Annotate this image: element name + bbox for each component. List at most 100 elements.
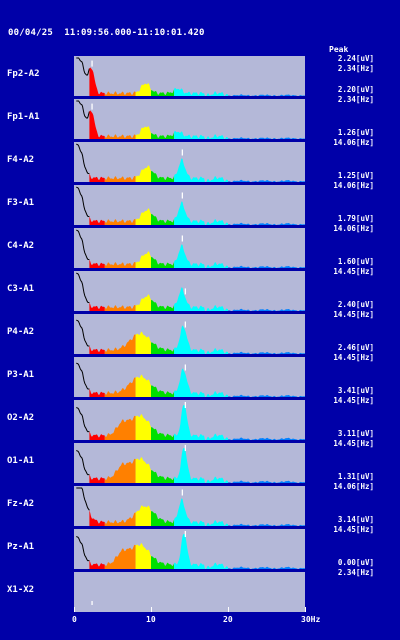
spectrum-band-fill (151, 132, 175, 139)
peak-frequency: 14.06[Hz] (333, 181, 374, 190)
spectrum-band-fill (228, 94, 305, 96)
spectrum-band-fill (228, 437, 305, 440)
spectrum-band-fill (228, 566, 305, 569)
axis-tick (228, 607, 229, 612)
peak-marker (184, 402, 186, 408)
spectrum-band-fill (151, 342, 175, 354)
peak-marker (184, 445, 186, 451)
spectrum-band-fill (151, 556, 175, 569)
peak-frequency: 14.45[Hz] (333, 353, 374, 362)
channel-row: F4-A2 1.26[uV] 14.06[Hz] (0, 128, 400, 182)
peak-frequency: 14.06[Hz] (333, 482, 374, 491)
spectrum-band-fill (104, 377, 136, 397)
spectrum-low-line (76, 143, 90, 175)
peak-frequency: 14.06[Hz] (333, 224, 374, 233)
spectrum-band-fill (89, 259, 105, 268)
frequency-axis (74, 607, 306, 615)
peak-amplitude: 1.26[uV] (337, 128, 374, 137)
spectrum-low-line (76, 272, 90, 304)
spectrum-band-fill (228, 265, 305, 268)
spectrum-plot (74, 142, 305, 182)
spectrum-band-fill (89, 110, 105, 139)
spectrum-band-fill (135, 457, 151, 483)
spectrum-band-fill (135, 374, 151, 397)
peak-amplitude: 0.00[uV] (337, 558, 374, 567)
spectrum-plot (74, 99, 305, 139)
peak-frequency: 2.34[Hz] (337, 64, 374, 73)
spectrum-plot (74, 486, 305, 526)
axis-tick-label: 20 (223, 615, 233, 624)
channel-label: Fz-A2 (7, 499, 35, 509)
spectrum-band-fill (104, 544, 136, 569)
channel-row: Fp2-A2 2.24[uV] 2.34[Hz] (0, 54, 400, 96)
peak-marker (184, 531, 186, 537)
spectrum-band-fill (228, 523, 305, 526)
spectrum-plot (74, 400, 305, 440)
channel-row: X1-X2 0.00[uV] 2.34[Hz] (0, 558, 400, 612)
spectrum-plot (74, 529, 305, 569)
spectrum-plot (74, 357, 305, 397)
spectrum-band-fill (135, 251, 151, 268)
axis-tick (74, 607, 75, 612)
channel-label: C3-A1 (7, 284, 35, 294)
peak-amplitude: 3.14[uV] (337, 515, 374, 524)
spectrum-band-fill (151, 89, 175, 96)
spectrum-band-fill (174, 405, 228, 440)
spectrum-band-fill (89, 560, 105, 569)
spectrum-band-fill (151, 511, 175, 526)
spectrum-band-fill (135, 126, 151, 139)
spectrum-low-line (76, 487, 90, 511)
peak-amplitude: 2.24[uV] (337, 54, 374, 63)
peak-frequency: 14.45[Hz] (333, 439, 374, 448)
spectrum-band-fill (174, 130, 228, 139)
spectrum-plot (74, 443, 305, 483)
spectrum-band-fill (104, 219, 136, 225)
spectrum-band-fill (135, 505, 151, 526)
peak-amplitude: 3.11[uV] (337, 429, 374, 438)
spectrum-plot (74, 572, 305, 612)
peak-marker (181, 489, 183, 496)
peak-amplitude: 1.25[uV] (337, 171, 374, 180)
spectrum-band-fill (228, 480, 305, 483)
spectrum-band-fill (174, 158, 228, 182)
peak-frequency: 2.34[Hz] (337, 95, 374, 104)
spectrum-band-fill (174, 368, 228, 397)
channel-label: O2-A2 (7, 413, 35, 423)
peak-amplitude: 2.46[uV] (337, 343, 374, 352)
spectrum-band-fill (228, 137, 305, 139)
peak-amplitude: 3.41[uV] (337, 386, 374, 395)
channel-row: Fp1-A1 2.20[uV] 2.34[Hz] (0, 85, 400, 139)
axis-tick-label: 0 (72, 615, 77, 624)
spectrum-band-fill (228, 351, 305, 354)
channel-label: Fp2-A2 (7, 69, 40, 79)
peak-amplitude: 2.40[uV] (337, 300, 374, 309)
spectrum-low-line (76, 319, 90, 347)
spectrum-band-fill (228, 308, 305, 311)
spectrum-band-fill (104, 176, 136, 182)
spectrum-band-fill (104, 262, 136, 268)
spectrum-band-fill (89, 510, 105, 526)
spectrum-band-fill (135, 331, 151, 354)
channel-label: Fp1-A1 (7, 112, 40, 122)
spectrum-band-fill (104, 134, 136, 139)
peak-marker (91, 103, 93, 110)
peak-amplitude: 1.31[uV] (337, 472, 374, 481)
channel-label: F4-A2 (7, 155, 35, 165)
header-datetime: 00/04/25 11:09:56.000-11:10:01.420 (8, 28, 205, 38)
spectrum-plot (74, 56, 305, 96)
spectrum-low-line (76, 535, 90, 562)
spectrum-band-fill (135, 208, 151, 225)
channel-label: P4-A2 (7, 327, 35, 337)
spectrum-band-fill (174, 201, 228, 225)
spectrum-band-fill (104, 458, 136, 483)
spectrum-band-fill (104, 334, 136, 354)
spectrum-band-fill (89, 173, 105, 182)
header-date: 00/04/25 (8, 28, 53, 38)
channel-row: P3-A1 2.46[uV] 14.45[Hz] (0, 343, 400, 397)
spectrum-band-fill (104, 91, 136, 96)
spectrum-band-fill (174, 87, 228, 96)
channel-label: P3-A1 (7, 370, 35, 380)
spectrum-band-fill (89, 216, 105, 225)
spectrum-band-fill (135, 165, 151, 182)
peak-marker (184, 321, 186, 328)
